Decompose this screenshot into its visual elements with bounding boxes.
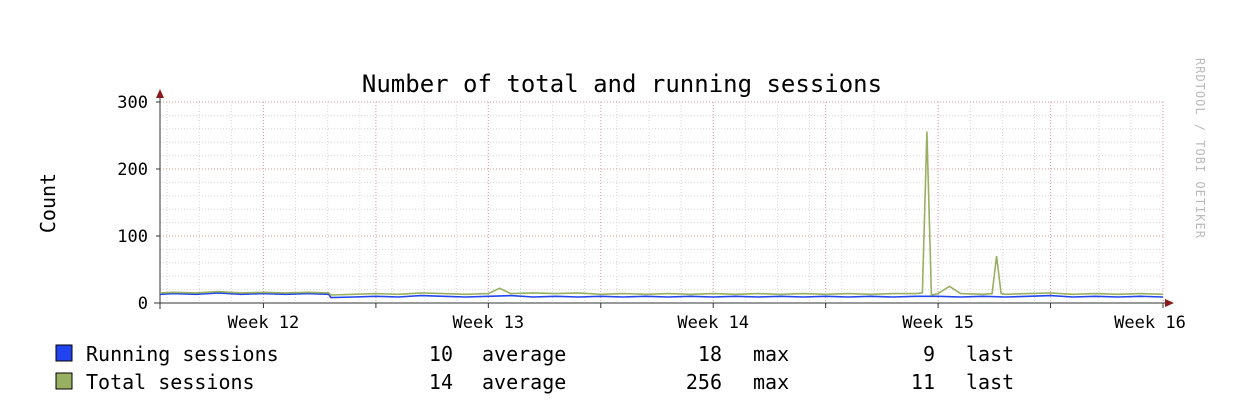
plot-grid xyxy=(160,101,1164,303)
y-tick-label: 300 xyxy=(117,93,148,113)
y-tick-label: 0 xyxy=(138,294,148,314)
x-tick-label: Week 12 xyxy=(228,313,300,333)
legend-series-name: Total sessions xyxy=(86,370,255,394)
legend-max-label: max xyxy=(753,370,789,394)
running-sessions-line xyxy=(159,292,1164,299)
x-tick-labels: Week 12 Week 13 Week 14 Week 15 Week 16 xyxy=(228,313,1186,333)
chart-axes xyxy=(154,89,1174,309)
legend-swatch xyxy=(55,372,73,390)
chart-title: Number of total and running sessions xyxy=(362,70,882,98)
legend-max-value: 18 xyxy=(698,342,722,366)
legend-last-value: 11 xyxy=(911,370,935,394)
legend-series-name: Running sessions xyxy=(86,342,279,366)
x-tick-label: Week 14 xyxy=(677,313,749,333)
x-tick-label: Week 15 xyxy=(902,313,974,333)
x-tick-label: Week 13 xyxy=(453,313,525,333)
y-tick-labels: 0 100 200 300 xyxy=(117,93,148,314)
y-axis-label: Count xyxy=(36,173,60,233)
y-tick-label: 200 xyxy=(117,160,148,180)
series-lines xyxy=(159,131,1164,299)
total-sessions-line xyxy=(159,131,1164,296)
y-tick-label: 100 xyxy=(117,227,148,247)
legend-last-label: last xyxy=(966,342,1014,366)
x-axis-arrow xyxy=(1165,299,1174,307)
legend-last-label: last xyxy=(966,370,1014,394)
x-tick-label: Week 16 xyxy=(1114,313,1186,333)
legend-average-label: average xyxy=(482,370,566,394)
legend-average-label: average xyxy=(482,342,566,366)
legend: Running sessions 10 average 18 max 9 last Total… xyxy=(55,342,1014,394)
legend-average-value: 10 xyxy=(429,342,453,366)
legend-max-value: 256 xyxy=(686,370,722,394)
rrdtool-watermark: RRDTOOL / TOBI OETIKER xyxy=(1193,58,1207,239)
legend-max-label: max xyxy=(753,342,789,366)
legend-last-value: 9 xyxy=(923,342,935,366)
legend-average-value: 14 xyxy=(429,370,453,394)
y-axis-arrow xyxy=(156,89,164,98)
legend-swatch xyxy=(55,344,73,362)
